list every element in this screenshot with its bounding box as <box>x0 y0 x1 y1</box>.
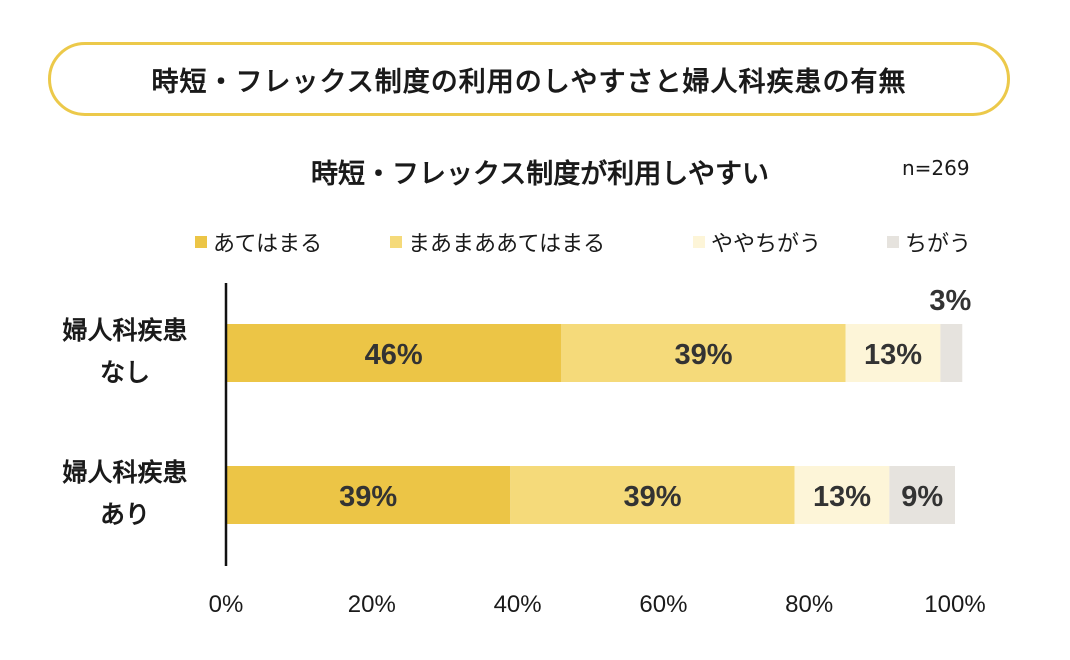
bar-segment-r0-s0 <box>226 324 562 382</box>
row-label-1-line1: 婦人科疾患 <box>62 458 188 487</box>
x-tick-label-5: 100% <box>924 591 985 618</box>
x-tick-label-2: 40% <box>494 591 542 618</box>
legend-label-4: ちがう <box>905 232 972 257</box>
legend-item-3: ややちがう <box>693 226 821 258</box>
row-label-1-line2: あり <box>99 500 150 529</box>
bar-label-r0-s3: 3% <box>929 285 971 317</box>
row-label-0-line2: なし <box>99 358 150 387</box>
row-label-1: 婦人科疾患 あり <box>40 452 210 536</box>
row-label-0-line1: 婦人科疾患 <box>62 316 188 345</box>
bar-label-r1-s2: 13% <box>813 481 871 513</box>
bar-label-r1-s1: 39% <box>623 481 681 513</box>
row-label-0: 婦人科疾患 なし <box>40 310 210 394</box>
bar-segment-r0-s1 <box>561 324 846 382</box>
legend-label-2: まあまああてはまる <box>408 232 606 257</box>
bar-segment-r1-s2 <box>794 466 890 524</box>
x-tick-label-3: 60% <box>639 591 687 618</box>
legend-item-1: あてはまる <box>195 226 322 258</box>
legend-item-4: ちがう <box>887 226 971 258</box>
legend-swatch-4 <box>887 236 899 248</box>
legend-swatch-1 <box>195 236 207 248</box>
bar-segment-r1-s1 <box>510 466 795 524</box>
bar-label-r0-s1: 39% <box>674 339 732 371</box>
x-tick-label-1: 20% <box>348 591 396 618</box>
bar-label-r0-s0: 46% <box>365 339 423 371</box>
legend-item-2: まあまああてはまる <box>390 226 605 258</box>
bar-label-r1-s3: 9% <box>901 481 943 513</box>
legend-label-3: ややちがう <box>711 232 822 257</box>
bar-label-r0-s2: 13% <box>864 339 922 371</box>
bar-segment-r1-s3 <box>889 466 955 524</box>
legend-swatch-3 <box>693 236 705 248</box>
legend-label-1: あてはまる <box>213 232 323 257</box>
legend: あてはまる まあまああてはまる ややちがう ちがう <box>0 226 1070 258</box>
bar-label-r1-s0: 39% <box>339 481 397 513</box>
legend-swatch-2 <box>390 236 402 248</box>
x-tick-label-4: 80% <box>785 591 833 618</box>
title-banner: 時短・フレックス制度の利用のしやすさと婦人科疾患の有無 <box>48 42 1010 116</box>
bar-segment-r1-s0 <box>226 466 511 524</box>
bar-segment-r0-s3 <box>940 324 963 382</box>
chart-title: 時短・フレックス制度が利用しやすい <box>311 159 769 190</box>
banner-title: 時短・フレックス制度の利用のしやすさと婦人科疾患の有無 <box>151 66 907 98</box>
x-tick-label-0: 0% <box>209 591 244 618</box>
sample-size: n=269 <box>902 156 970 180</box>
bar-segment-r0-s2 <box>845 324 941 382</box>
